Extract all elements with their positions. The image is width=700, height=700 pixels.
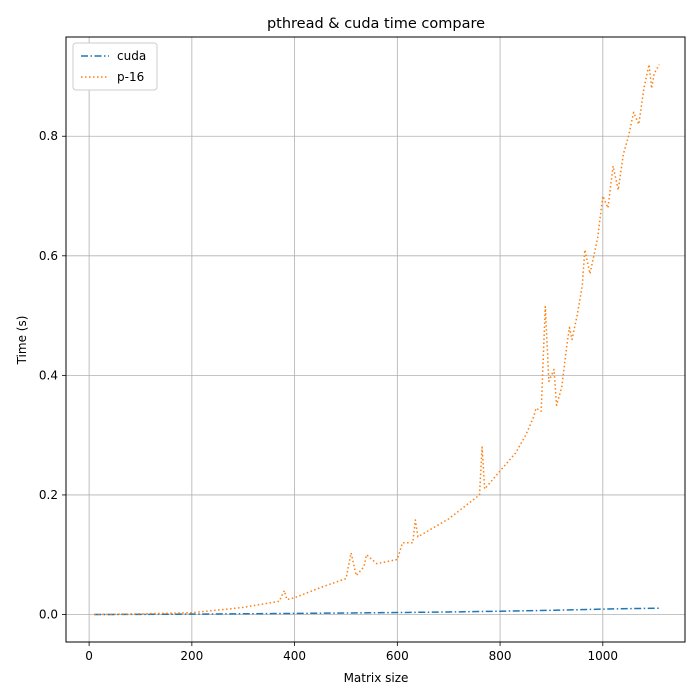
y-tick-label: 0.0 xyxy=(39,608,58,622)
y-tick-label: 0.6 xyxy=(39,249,58,263)
tick-layer: 0 200 400 600 800 1000 0.0 0.2 0.4 0.6 0.8 xyxy=(39,129,618,663)
legend-label-cuda: cuda xyxy=(117,49,146,63)
series-line-p16 xyxy=(94,63,660,616)
grid-layer xyxy=(66,37,685,642)
y-tick-label: 0.8 xyxy=(39,129,58,143)
plot-area-frame xyxy=(65,36,686,643)
series-layer xyxy=(94,63,660,616)
legend-label-p16: p-16 xyxy=(117,70,144,84)
x-tick-label: 600 xyxy=(386,649,409,663)
series-line-cuda xyxy=(94,607,660,616)
legend-box xyxy=(72,42,158,91)
x-tick-label: 0 xyxy=(85,649,93,663)
chart-title: pthread & cuda time compare xyxy=(267,16,485,32)
x-tick-label: 800 xyxy=(489,649,512,663)
x-axis-label: Matrix size xyxy=(344,671,409,685)
y-axis-label: Time (s) xyxy=(15,316,29,366)
x-tick-label: 200 xyxy=(180,649,203,663)
y-tick-label: 0.2 xyxy=(39,488,58,502)
legend: cuda p-16 xyxy=(72,42,158,91)
y-tick-label: 0.4 xyxy=(39,368,58,382)
x-tick-label: 400 xyxy=(283,649,306,663)
x-tick-label: 1000 xyxy=(588,649,619,663)
